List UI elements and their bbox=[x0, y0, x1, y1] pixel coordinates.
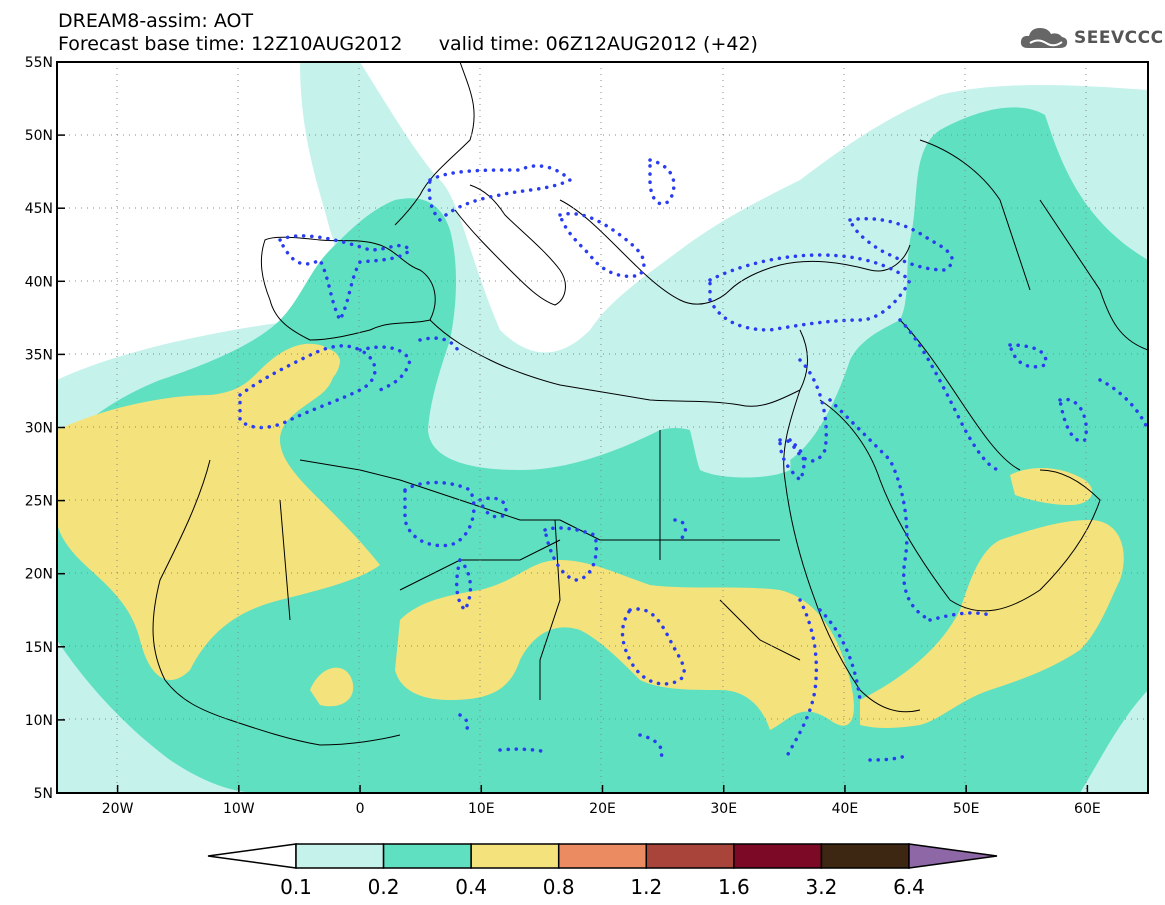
colorbar-swatch bbox=[733, 843, 823, 869]
lat-tick-label: 45N bbox=[25, 201, 53, 217]
aot-zone-0-1-southeast bbox=[1080, 690, 1148, 793]
lat-tick-label: 15N bbox=[25, 640, 53, 656]
seevccc-logo: SEEVCCC bbox=[1018, 24, 1164, 52]
lon-tick-label: 50E bbox=[953, 801, 980, 817]
colorbar-level-label: 0.2 bbox=[368, 875, 400, 899]
lat-tick-label: 55N bbox=[25, 55, 53, 71]
lon-tick-label: 20W bbox=[102, 801, 134, 817]
colorbar-swatch bbox=[382, 843, 472, 869]
dust-contours bbox=[238, 157, 1148, 762]
colorbar-level-label: 0.4 bbox=[455, 875, 487, 899]
colorbar-swatch bbox=[557, 843, 648, 869]
aot-zone-0-4-gulf bbox=[1010, 468, 1093, 505]
logo-text: SEEVCCC bbox=[1074, 28, 1164, 48]
colorbar-level-label: 1.2 bbox=[630, 875, 662, 899]
colorbar-over-arrow bbox=[908, 843, 998, 869]
colorbar: 0.1 0.2 0.4 0.8 1.2 1.6 3.2 6.4 bbox=[207, 843, 998, 899]
model-title: DREAM8-assim: AOT bbox=[58, 10, 254, 32]
lon-tick-label: 0 bbox=[356, 801, 365, 817]
axis-ticks bbox=[57, 61, 1089, 794]
colorbar-level-label: 0.8 bbox=[543, 875, 575, 899]
lat-tick-label: 10N bbox=[25, 713, 53, 729]
axis-labels: 20W 10W 0 10E 20E 30E 40E 50E 60E 5N 10N 15N 20N 25N 3… bbox=[25, 55, 1101, 817]
lon-tick-label: 60E bbox=[1074, 801, 1101, 817]
colorbar-level-label: 1.6 bbox=[718, 875, 750, 899]
base-time-label: Forecast base time: 12Z10AUG2012 bbox=[58, 33, 403, 55]
aot-zone-0-4-morocco bbox=[296, 348, 340, 390]
lon-tick-label: 10E bbox=[468, 801, 495, 817]
lat-tick-label: 20N bbox=[25, 567, 53, 583]
lon-tick-label: 30E bbox=[710, 801, 737, 817]
colorbar-swatch bbox=[820, 843, 910, 869]
cloud-icon bbox=[1020, 28, 1068, 48]
time-line: Forecast base time: 12Z10AUG2012 valid t… bbox=[58, 33, 758, 55]
colorbar-swatch bbox=[645, 843, 735, 869]
colorbar-level-label: 0.1 bbox=[280, 875, 312, 899]
valid-time-label: valid time: 06Z12AUG2012 (+42) bbox=[438, 33, 758, 55]
lat-tick-label: 30N bbox=[25, 421, 53, 437]
lon-tick-label: 10W bbox=[223, 801, 255, 817]
lat-tick-label: 35N bbox=[25, 347, 53, 363]
map-plot-area bbox=[57, 62, 1148, 793]
coastlines bbox=[152, 62, 1148, 746]
lat-tick-label: 50N bbox=[25, 128, 53, 144]
aot-zone-0-2-north bbox=[57, 107, 1148, 793]
aot-zone-0-1-south bbox=[57, 640, 260, 793]
colorbar-under-arrow bbox=[207, 843, 297, 869]
lat-tick-label: 5N bbox=[34, 786, 53, 802]
aot-zone-0-4-sahel bbox=[395, 560, 854, 730]
lon-tick-label: 40E bbox=[832, 801, 859, 817]
aot-zone-0-1-libya bbox=[460, 362, 791, 478]
aot-zone-0-4-west-sahara bbox=[57, 343, 380, 680]
colorbar-swatch bbox=[295, 843, 385, 869]
colorbar-level-label: 6.4 bbox=[893, 875, 925, 899]
colorbar-swatch bbox=[470, 843, 560, 869]
lat-tick-label: 40N bbox=[25, 274, 53, 290]
aot-zone-0-4-arabia bbox=[860, 520, 1124, 729]
colorbar-level-label: 3.2 bbox=[806, 875, 838, 899]
lon-tick-label: 20E bbox=[589, 801, 616, 817]
aot-zone-0-4-chad-blob bbox=[310, 667, 354, 707]
lat-tick-label: 25N bbox=[25, 494, 53, 510]
